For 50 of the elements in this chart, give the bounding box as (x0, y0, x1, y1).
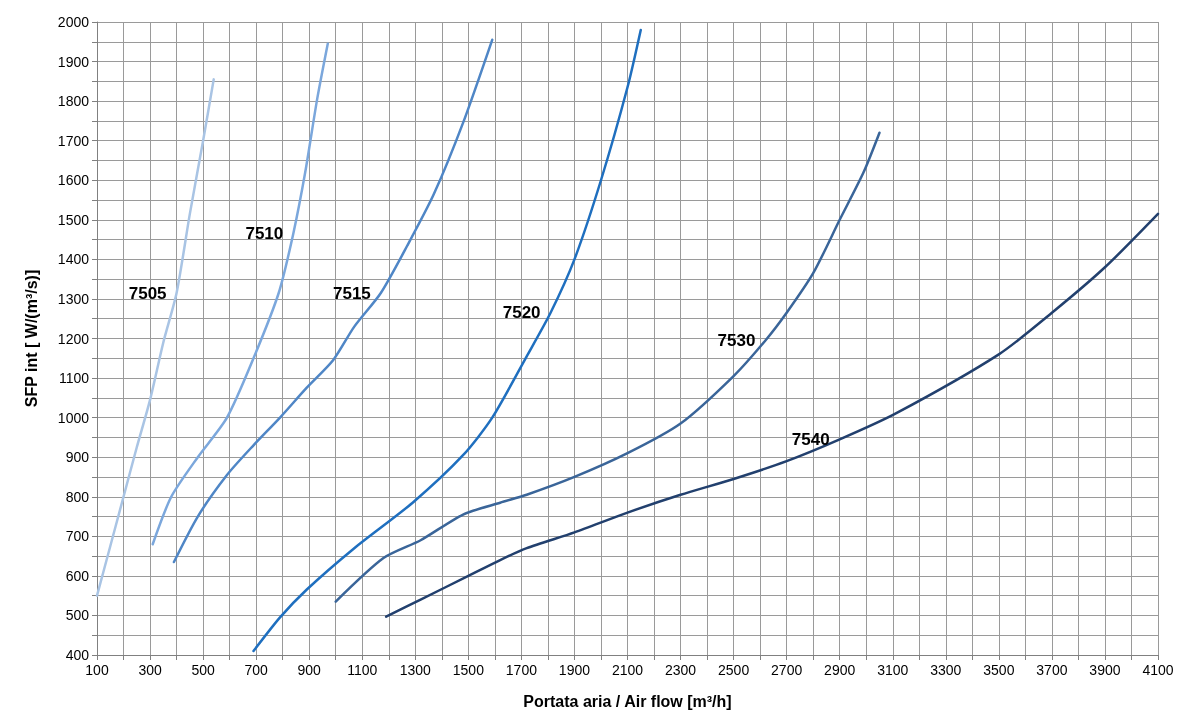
x-tick-label: 2100 (611, 662, 644, 678)
y-tick-label: 1800 (57, 93, 90, 110)
x-tick-label: 4100 (1142, 662, 1174, 678)
y-tick-label: 900 (65, 449, 90, 466)
series-label: 7510 (245, 224, 284, 244)
y-tick-label: 1400 (57, 251, 90, 268)
x-tick-label: 3700 (1036, 662, 1068, 678)
x-tick-label: 2300 (664, 662, 697, 678)
series-label: 7540 (791, 429, 830, 449)
y-tick-label: 1900 (57, 53, 90, 70)
y-tick-label: 1500 (57, 211, 90, 228)
x-tick-label: 3100 (877, 662, 909, 678)
x-tick-label: 3300 (930, 662, 962, 678)
x-tick-label: 700 (244, 662, 269, 678)
y-tick-label: 600 (65, 567, 90, 584)
line-series (334, 131, 881, 603)
x-axis-title: Portata aria / Air flow [m³/h] (523, 692, 732, 710)
x-tick-label: 100 (85, 662, 109, 678)
x-tick-label: 1900 (558, 662, 591, 678)
y-tick-label: 1300 (57, 290, 90, 307)
x-tick-label: 2900 (824, 662, 856, 678)
line-series (95, 78, 215, 597)
y-tick-label: 1000 (57, 409, 90, 426)
x-tick-label: 500 (191, 662, 215, 678)
line-series (172, 38, 494, 564)
y-tick-label: 500 (65, 607, 90, 624)
x-tick-label: 900 (297, 662, 322, 678)
series-label: 7520 (502, 303, 541, 323)
y-tick-label: 1600 (57, 172, 90, 189)
x-tick-label: 3900 (1089, 662, 1121, 678)
y-tick-label: 700 (65, 528, 90, 545)
x-tick-label: 1500 (452, 662, 485, 678)
x-tick-label: 2700 (771, 662, 803, 678)
y-tick-label: 1700 (57, 132, 90, 149)
series-label: 7530 (717, 330, 756, 350)
y-tick-label: 800 (65, 488, 90, 505)
y-tick-label: 1100 (58, 370, 90, 387)
series-label: 7505 (128, 283, 167, 303)
x-tick-label: 1100 (347, 662, 378, 678)
x-tick-label: 1300 (399, 662, 432, 678)
series-label: 7515 (332, 283, 371, 303)
x-tick-label: 300 (138, 662, 162, 678)
y-axis-title: SFP int [ W/(m³/s)] (22, 269, 40, 408)
y-tick-label: 1200 (57, 330, 90, 347)
x-tick-label: 1700 (505, 662, 538, 678)
y-tick-label: 2000 (57, 14, 90, 30)
y-tick-label: 400 (65, 647, 90, 663)
line-series (384, 212, 1160, 618)
x-tick-label: 2500 (718, 662, 750, 678)
x-tick-label: 3500 (983, 662, 1015, 678)
